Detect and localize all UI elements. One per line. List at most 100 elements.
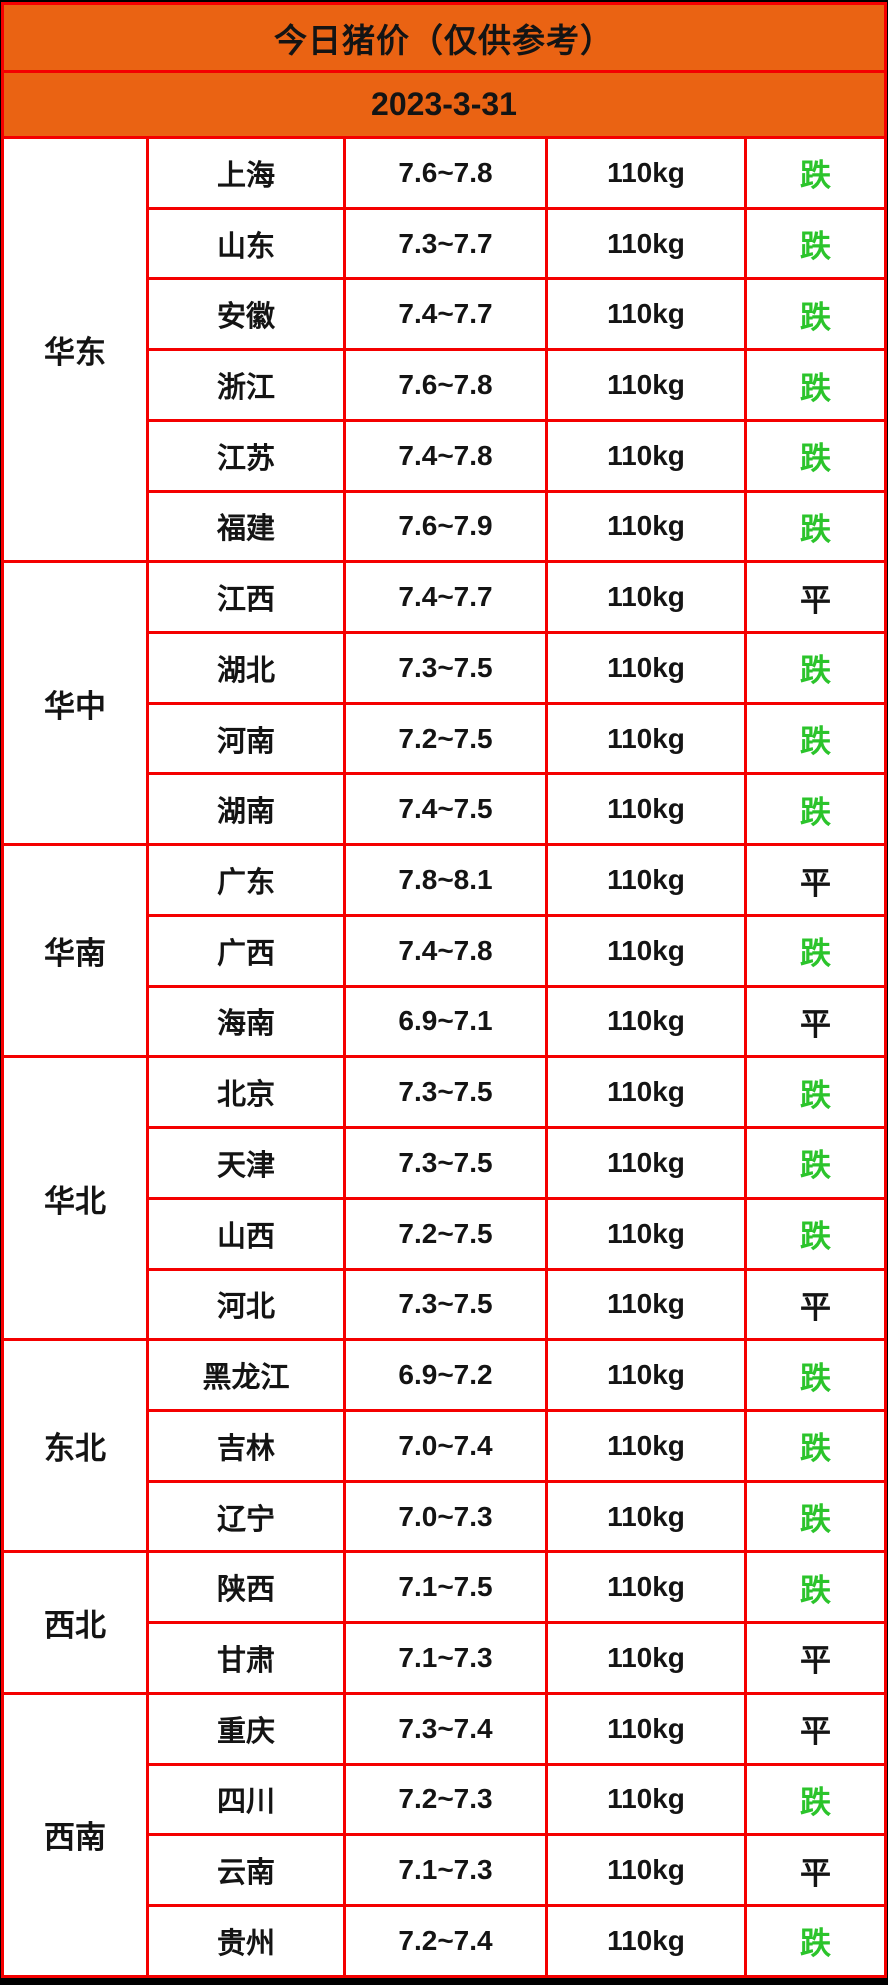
table-row: 华南 广东 7.8~8.1 110kg 平 xyxy=(1,843,887,1059)
status-cell: 跌 xyxy=(744,701,887,776)
price-cell: 7.2~7.5 xyxy=(343,701,548,776)
province-cell: 安徽 xyxy=(146,277,346,352)
status-cell: 跌 xyxy=(744,1762,887,1837)
table-row: 吉林 7.0~7.4 110kg 跌 xyxy=(3,1408,887,1483)
province-cell: 重庆 xyxy=(146,1691,346,1766)
weight-cell: 110kg xyxy=(545,206,747,281)
price-cell: 7.6~7.9 xyxy=(343,489,548,564)
weight-cell: 110kg xyxy=(545,1479,747,1554)
price-cell: 7.4~7.5 xyxy=(343,772,548,847)
price-cell: 6.9~7.1 xyxy=(343,984,548,1059)
price-cell: 7.3~7.5 xyxy=(343,1267,548,1342)
province-cell: 云南 xyxy=(146,1833,346,1907)
weight-cell: 110kg xyxy=(545,1196,747,1271)
status-cell: 平 xyxy=(744,1691,887,1766)
status-cell: 平 xyxy=(744,984,887,1059)
table-row: 华北 北京 7.3~7.5 110kg 跌 xyxy=(1,1055,887,1342)
price-cell: 7.8~8.1 xyxy=(343,843,548,917)
table-row: 浙江 7.6~7.8 110kg 跌 xyxy=(3,348,887,422)
weight-cell: 110kg xyxy=(545,1903,747,1979)
province-cell: 辽宁 xyxy=(146,1479,346,1554)
region-cell: 华南 xyxy=(1,843,149,1059)
status-cell: 跌 xyxy=(744,418,887,493)
province-cell: 福建 xyxy=(146,489,346,564)
province-cell: 江苏 xyxy=(146,418,346,493)
title-row: 今日猪价（仅供参考） xyxy=(1,2,887,73)
status-cell: 平 xyxy=(744,843,887,917)
status-cell: 跌 xyxy=(744,206,887,281)
status-cell: 跌 xyxy=(744,1550,887,1625)
province-cell: 四川 xyxy=(146,1762,346,1837)
price-cell: 7.3~7.4 xyxy=(343,1691,548,1766)
weight-cell: 110kg xyxy=(545,1267,747,1342)
table-row: 华东 上海 7.6~7.8 110kg 跌 xyxy=(1,135,887,564)
weight-cell: 110kg xyxy=(545,560,747,635)
province-cell: 陕西 xyxy=(146,1550,346,1625)
price-cell: 7.1~7.5 xyxy=(343,1550,548,1625)
province-cell: 海南 xyxy=(146,984,346,1059)
price-cell: 7.4~7.7 xyxy=(343,560,548,635)
province-cell: 浙江 xyxy=(146,348,346,422)
weight-cell: 110kg xyxy=(545,913,747,988)
status-cell: 跌 xyxy=(744,1196,887,1271)
table-row: 江苏 7.4~7.8 110kg 跌 xyxy=(3,418,887,493)
province-cell: 天津 xyxy=(146,1126,346,1200)
price-cell: 7.3~7.5 xyxy=(343,631,548,705)
weight-cell: 110kg xyxy=(545,1126,747,1200)
price-cell: 7.6~7.8 xyxy=(343,348,548,422)
price-cell: 7.3~7.5 xyxy=(343,1055,548,1130)
table-row: 甘肃 7.1~7.3 110kg 平 xyxy=(3,1621,887,1695)
status-cell: 跌 xyxy=(744,913,887,988)
table-row: 湖北 7.3~7.5 110kg 跌 xyxy=(3,631,887,705)
price-cell: 7.0~7.3 xyxy=(343,1479,548,1554)
region-cell: 西北 xyxy=(1,1550,149,1695)
status-cell: 跌 xyxy=(744,1055,887,1130)
price-cell: 7.1~7.3 xyxy=(343,1621,548,1695)
weight-cell: 110kg xyxy=(545,418,747,493)
province-cell: 广东 xyxy=(146,843,346,917)
weight-cell: 110kg xyxy=(545,277,747,352)
province-cell: 甘肃 xyxy=(146,1621,346,1695)
status-cell: 跌 xyxy=(744,1126,887,1200)
status-cell: 跌 xyxy=(744,631,887,705)
page-title: 今日猪价（仅供参考） xyxy=(1,2,887,73)
price-cell: 7.3~7.7 xyxy=(343,206,548,281)
region-cell: 华北 xyxy=(1,1055,149,1342)
status-cell: 平 xyxy=(744,560,887,635)
price-cell: 7.1~7.3 xyxy=(343,1833,548,1907)
table-row: 天津 7.3~7.5 110kg 跌 xyxy=(3,1126,887,1200)
region-cell: 东北 xyxy=(1,1338,149,1554)
weight-cell: 110kg xyxy=(545,1338,747,1412)
table-row: 河北 7.3~7.5 110kg 平 xyxy=(3,1267,887,1342)
price-cell: 7.4~7.8 xyxy=(343,913,548,988)
weight-cell: 110kg xyxy=(545,1833,747,1907)
weight-cell: 110kg xyxy=(545,701,747,776)
status-cell: 跌 xyxy=(744,136,887,210)
weight-cell: 110kg xyxy=(545,1550,747,1625)
status-cell: 跌 xyxy=(744,1408,887,1483)
weight-cell: 110kg xyxy=(545,984,747,1059)
weight-cell: 110kg xyxy=(545,489,747,564)
table-row: 贵州 7.2~7.4 110kg 跌 xyxy=(3,1903,887,1979)
status-cell: 跌 xyxy=(744,348,887,422)
region-cell: 华中 xyxy=(1,560,149,847)
status-cell: 跌 xyxy=(744,772,887,847)
table-row: 海南 6.9~7.1 110kg 平 xyxy=(3,984,887,1059)
price-cell: 6.9~7.2 xyxy=(343,1338,548,1412)
status-cell: 跌 xyxy=(744,489,887,564)
weight-cell: 110kg xyxy=(545,1408,747,1483)
price-cell: 7.2~7.3 xyxy=(343,1762,548,1837)
region-cell: 西南 xyxy=(1,1691,149,1979)
price-cell: 7.4~7.8 xyxy=(343,418,548,493)
status-cell: 跌 xyxy=(744,1338,887,1412)
weight-cell: 110kg xyxy=(545,1055,747,1130)
status-cell: 跌 xyxy=(744,1903,887,1979)
table-row: 东北 黑龙江 6.9~7.2 110kg 跌 xyxy=(1,1338,887,1554)
weight-cell: 110kg xyxy=(545,136,747,210)
province-cell: 山东 xyxy=(146,206,346,281)
province-cell: 北京 xyxy=(146,1055,346,1130)
weight-cell: 110kg xyxy=(545,843,747,917)
